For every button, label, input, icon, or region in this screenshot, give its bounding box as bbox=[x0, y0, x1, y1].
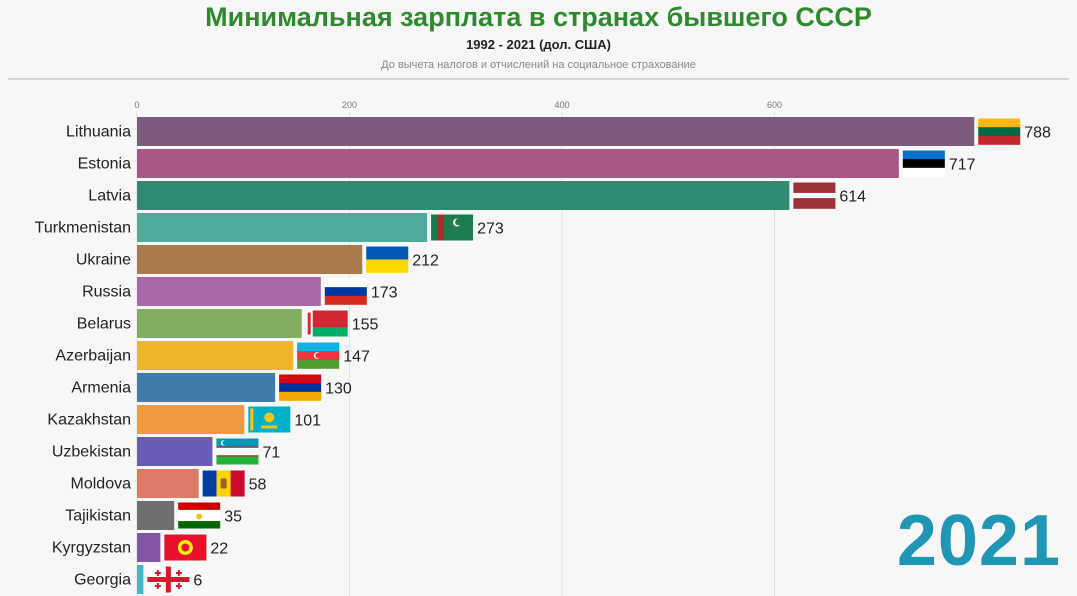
value-label-ukraine: 212 bbox=[412, 253, 439, 270]
category-label-kazakhstan: Kazakhstan bbox=[47, 412, 131, 429]
category-label-uzbekistan: Uzbekistan bbox=[52, 444, 131, 461]
category-label-tajikistan: Tajikistan bbox=[65, 508, 131, 525]
bar-moldova bbox=[137, 469, 199, 498]
value-label-georgia: 6 bbox=[193, 573, 202, 590]
bar-turkmenistan bbox=[137, 213, 428, 242]
bar-russia bbox=[137, 277, 321, 306]
value-label-uzbekistan: 71 bbox=[262, 445, 280, 462]
turkmenistan-flag bbox=[431, 214, 474, 241]
value-label-armenia: 130 bbox=[325, 381, 352, 398]
category-label-azerbaijan: Azerbaijan bbox=[55, 348, 131, 365]
x-tick-label: 200 bbox=[342, 100, 357, 110]
lithuania-flag bbox=[978, 118, 1021, 145]
value-label-latvia: 614 bbox=[839, 189, 866, 206]
value-label-kyrgyzstan: 22 bbox=[210, 541, 228, 558]
uzbekistan-flag bbox=[216, 438, 259, 465]
bar-armenia bbox=[137, 373, 276, 402]
category-label-kyrgyzstan: Kyrgyzstan bbox=[52, 540, 131, 557]
value-label-kazakhstan: 101 bbox=[294, 413, 321, 430]
value-label-estonia: 717 bbox=[949, 157, 976, 174]
value-label-tajikistan: 35 bbox=[224, 509, 242, 526]
bar-georgia bbox=[137, 565, 144, 594]
category-label-moldova: Moldova bbox=[71, 476, 132, 493]
bar-lithuania bbox=[137, 117, 975, 146]
value-label-belarus: 155 bbox=[352, 317, 379, 334]
estonia-flag bbox=[902, 150, 945, 177]
header-divider bbox=[8, 78, 1069, 80]
bar-latvia bbox=[137, 181, 790, 210]
x-tick-label: 400 bbox=[554, 100, 569, 110]
chart-subtitle: 1992 - 2021 (дол. США) bbox=[466, 37, 611, 52]
category-label-estonia: Estonia bbox=[78, 156, 131, 173]
value-label-turkmenistan: 273 bbox=[477, 221, 504, 238]
armenia-flag bbox=[279, 374, 322, 401]
chart-title: Минимальная зарплата в странах бывшего С… bbox=[205, 2, 872, 32]
year-label: 2021 bbox=[896, 501, 1061, 581]
bar-tajikistan bbox=[137, 501, 175, 530]
value-label-russia: 173 bbox=[371, 285, 398, 302]
x-tick-label: 0 bbox=[134, 100, 139, 110]
bar-azerbaijan bbox=[137, 341, 294, 370]
moldova-flag bbox=[202, 470, 245, 497]
kazakhstan-flag bbox=[248, 406, 291, 433]
bar-uzbekistan bbox=[137, 437, 213, 466]
category-label-ukraine: Ukraine bbox=[76, 252, 131, 269]
category-label-lithuania: Lithuania bbox=[66, 124, 131, 141]
tajikistan-flag bbox=[178, 502, 221, 529]
bar-kazakhstan bbox=[137, 405, 245, 434]
category-label-armenia: Armenia bbox=[71, 380, 131, 397]
chart-note: До вычета налогов и отчислений на социал… bbox=[381, 59, 696, 71]
category-label-russia: Russia bbox=[82, 284, 131, 301]
bar-belarus bbox=[137, 309, 302, 338]
category-label-belarus: Belarus bbox=[77, 316, 131, 333]
ukraine-flag bbox=[366, 246, 409, 273]
kyrgyzstan-flag bbox=[164, 534, 207, 561]
category-label-latvia: Latvia bbox=[88, 188, 131, 205]
x-tick-label: 600 bbox=[767, 100, 782, 110]
bar-kyrgyzstan bbox=[137, 533, 161, 562]
russia-flag bbox=[324, 278, 367, 305]
azerbaijan-flag bbox=[297, 342, 340, 369]
value-label-lithuania: 788 bbox=[1024, 125, 1051, 142]
bar-ukraine bbox=[137, 245, 363, 274]
bar-estonia bbox=[137, 149, 899, 178]
value-label-moldova: 58 bbox=[249, 477, 267, 494]
category-label-georgia: Georgia bbox=[74, 572, 131, 589]
belarus-flag bbox=[305, 310, 348, 337]
category-label-turkmenistan: Turkmenistan bbox=[35, 220, 131, 237]
latvia-flag bbox=[793, 182, 836, 209]
georgia-flag bbox=[147, 566, 190, 593]
value-label-azerbaijan: 147 bbox=[343, 349, 370, 366]
